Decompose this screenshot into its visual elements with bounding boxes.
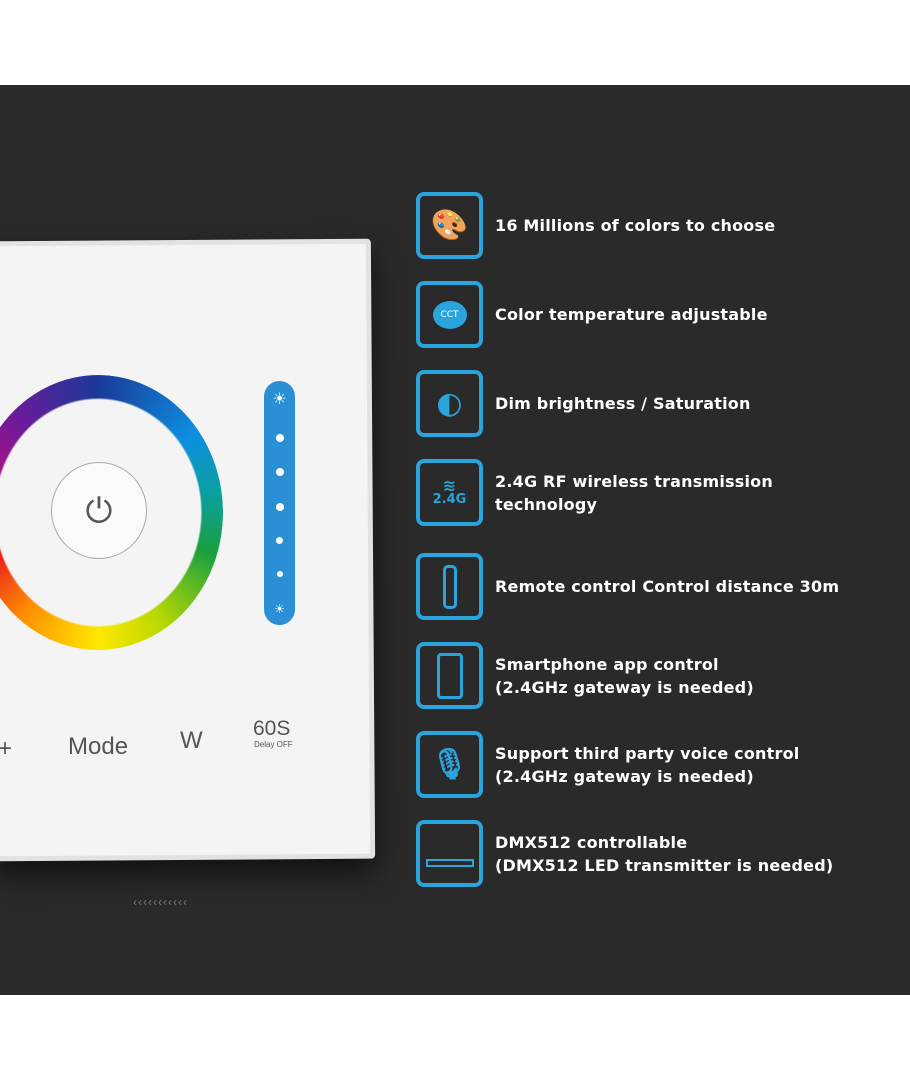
- mode-button[interactable]: Mode: [68, 733, 129, 760]
- feature-cct: CCT Color temperature adjustable: [416, 281, 910, 348]
- feature-voice: 🎙 Support third party voice control (2.4GH…: [416, 731, 910, 798]
- feature-text: Color temperature adjustable: [495, 305, 768, 324]
- sun-large-icon: ☀: [272, 389, 287, 408]
- cct-icon: CCT: [416, 281, 483, 348]
- feature-smartphone: Smartphone app control (2.4GHz gateway is…: [416, 642, 910, 709]
- feature-text: technology: [495, 494, 598, 514]
- feature-brightness: ◐ Dim brightness / Saturation: [416, 370, 910, 437]
- feature-text: Smartphone app control: [495, 654, 719, 674]
- remote-icon: [416, 553, 483, 620]
- power-icon: ⏻: [85, 490, 113, 531]
- delay-label: Delay OFF: [254, 740, 293, 749]
- feature-text: 16 Millions of colors to choose: [495, 216, 776, 235]
- feature-rf: ≋ 2.4G 2.4G RF wireless transmission techno…: [416, 459, 910, 526]
- power-button[interactable]: ⏻: [51, 462, 147, 559]
- brightness-slider[interactable]: ☀ ☀: [264, 381, 295, 625]
- feature-text: (2.4GHz gateway is needed): [495, 677, 754, 697]
- feature-text: DMX512 controllable: [495, 832, 688, 852]
- feature-text: (2.4GHz gateway is needed): [495, 766, 754, 786]
- feature-dmx: DMX512 controllable (DMX512 LED transmitt…: [416, 820, 910, 887]
- feature-text: (DMX512 LED transmitter is needed): [495, 855, 834, 875]
- palette-icon: 🎨: [416, 192, 483, 259]
- cct-icon-text: CCT: [432, 300, 467, 329]
- wifi-icon-text: 2.4G: [432, 491, 467, 507]
- smartphone-icon: [416, 642, 483, 709]
- slider-dot: [275, 433, 284, 442]
- slider-dot: [275, 468, 284, 476]
- white-button[interactable]: W: [180, 727, 203, 754]
- feature-text: Remote control Control distance 30m: [495, 577, 840, 596]
- sun-small-icon: ☀: [274, 602, 285, 616]
- microphone-icon: 🎙: [416, 731, 483, 798]
- wifi-icon: ≋ 2.4G: [416, 459, 483, 526]
- delay-button[interactable]: 60S: [253, 717, 291, 740]
- slider-dot: [275, 502, 284, 511]
- dmx-transmitter-icon: [416, 820, 483, 887]
- slider-dot: [276, 537, 283, 544]
- feature-remote: Remote control Control distance 30m: [416, 553, 910, 620]
- brightness-icon: ◐: [416, 370, 483, 437]
- feature-colors: 🎨 16 Millions of colors to choose: [416, 192, 910, 259]
- plus-button[interactable]: +: [0, 735, 13, 762]
- slider-dot: [276, 570, 283, 577]
- feature-text: Dim brightness / Saturation: [495, 394, 751, 413]
- feature-text: 2.4G RF wireless transmission: [495, 471, 773, 491]
- feature-text: Support third party voice control: [495, 743, 800, 763]
- carousel-indicator: ‹‹‹‹‹‹‹‹‹‹‹: [133, 895, 188, 909]
